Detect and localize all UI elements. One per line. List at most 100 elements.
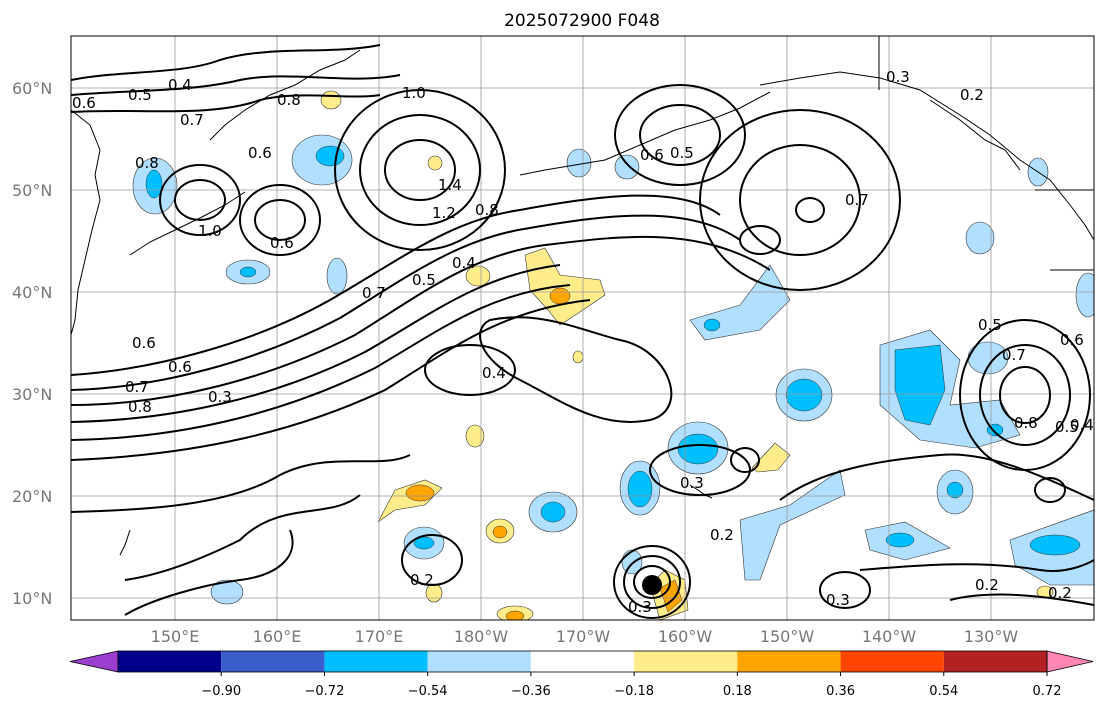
contour-label: 0.7	[845, 191, 869, 209]
contour-label: 0.3	[208, 388, 232, 406]
lat-tick-label: 30°N	[12, 385, 52, 404]
lat-tick-label: 50°N	[12, 181, 52, 200]
contour-label: 0.6	[640, 146, 664, 164]
contour-ring-11	[739, 144, 861, 256]
coast-alaska	[759, 71, 1094, 241]
colorbar-label: −0.90	[201, 684, 241, 699]
latitude-axis: 60°N 50°N 40°N 30°N 20°N 10°N	[12, 79, 52, 608]
contour-north-3	[71, 94, 381, 113]
contour-label: 0.8	[1014, 414, 1038, 432]
contour-ring-13	[739, 225, 781, 255]
coast-hawaii	[689, 484, 713, 499]
contour-jet-6	[71, 299, 591, 461]
colorbar-swatch	[737, 651, 841, 672]
shade-blue-15	[739, 469, 846, 581]
contour-jet-3	[71, 235, 771, 406]
contour-label: 0.4	[168, 76, 192, 94]
shade-cyan-13	[1029, 534, 1081, 556]
lat-tick-label: 40°N	[12, 283, 52, 302]
contour-label: 0.6	[72, 94, 96, 112]
contour-ring-3	[254, 199, 306, 241]
contour-ring-12	[699, 109, 901, 291]
shade-cyan-4	[703, 318, 721, 332]
contour-north-1	[71, 44, 381, 81]
shade-yellow-4	[465, 265, 491, 287]
contour-label: 0.2	[975, 576, 999, 594]
shade-orange-3	[492, 525, 508, 539]
colorbar-swatch	[118, 651, 222, 672]
lon-tick-label: 160°W	[658, 627, 713, 646]
contour-label: 0.3	[886, 68, 910, 86]
contour-ring-18	[1034, 477, 1066, 503]
lon-tick-label: 170°E	[355, 627, 404, 646]
contour-label: 0.3	[680, 474, 704, 492]
colorbar: −0.90 −0.72 −0.54 −0.36 −0.18 0.18 0.36 0.54 0.7…	[69, 650, 1094, 699]
contour-label: 0.5	[670, 144, 694, 162]
shade-blue-4	[326, 257, 348, 295]
colorbar-swatch	[943, 651, 1047, 672]
colorbar-swatch	[427, 651, 531, 672]
lon-tick-label: 170°W	[556, 627, 611, 646]
shade-yellow-10	[751, 442, 791, 473]
colorbar-swatch	[221, 651, 325, 672]
contour-ring-25	[613, 545, 691, 619]
contour-ring-14	[424, 344, 516, 396]
contour-label: 0.7	[180, 111, 204, 129]
shade-yellow-5	[465, 424, 485, 448]
colorbar-label: −0.72	[305, 684, 345, 699]
contour-label: 0.6	[168, 358, 192, 376]
contour-label: 0.8	[128, 398, 152, 416]
shade-blue-20	[1075, 272, 1094, 318]
contour-label: 0.6	[270, 234, 294, 252]
contour-label: 0.5	[1055, 418, 1079, 436]
colorbar-label: 0.36	[826, 684, 855, 699]
shade-cyan-8	[627, 470, 653, 508]
shade-blue-21	[965, 221, 995, 255]
contour-label: 0.5	[128, 86, 152, 104]
contour-label: 0.2	[710, 526, 734, 544]
shade-blue-6	[614, 154, 640, 180]
contour-ring-15	[999, 366, 1051, 424]
map-title: 2025072900 F048	[504, 11, 660, 31]
colorbar-label: −0.18	[614, 684, 654, 699]
contour-se-3	[949, 593, 1094, 606]
coast-sea-of-okhotsk	[209, 49, 361, 141]
lon-tick-label: 180°W	[454, 627, 509, 646]
contour-label: 0.5	[412, 271, 436, 289]
contour-south-3	[124, 529, 294, 616]
shade-cyan-2	[315, 145, 345, 167]
contour-label: 0.6	[1060, 331, 1084, 349]
shade-cyan-3	[239, 266, 257, 278]
contour-ring-2	[159, 164, 241, 236]
shade-orange-1	[549, 287, 571, 305]
contour-label: 0.7	[125, 378, 149, 396]
coast-wake	[119, 529, 131, 556]
map-frame	[70, 35, 1095, 621]
coastlines	[71, 36, 1094, 556]
contour-label: 0.4	[482, 364, 506, 382]
colorbar-swatch	[634, 651, 738, 672]
contour-ring-20	[730, 447, 760, 473]
contour-ring-1	[174, 179, 226, 221]
contour-label: 0.7	[1002, 346, 1026, 364]
contour-ring-8	[639, 104, 721, 166]
contour-south-1	[71, 454, 411, 513]
contour-jet-4	[71, 264, 561, 423]
colorbar-label: −0.54	[408, 684, 448, 699]
contour-label: 0.3	[628, 598, 652, 616]
colorbar-arrow-left	[69, 650, 119, 673]
shade-yellow-6	[572, 350, 584, 364]
contour-jet-5	[71, 284, 571, 441]
lat-tick-label: 60°N	[12, 79, 52, 98]
contour-label: 0.6	[248, 144, 272, 162]
colorbar-swatches	[69, 650, 1094, 673]
contour-ring-16	[979, 344, 1071, 446]
shade-cyan-12	[885, 532, 915, 548]
contour-ring-19	[649, 444, 751, 496]
colorbar-swatch	[530, 651, 635, 672]
contour-ring-23	[633, 565, 671, 599]
colorbar-label: 0.72	[1033, 684, 1062, 699]
contour-ring-4	[239, 184, 321, 256]
colorbar-label: 0.18	[723, 684, 752, 699]
contour-label: 0.7	[362, 284, 386, 302]
